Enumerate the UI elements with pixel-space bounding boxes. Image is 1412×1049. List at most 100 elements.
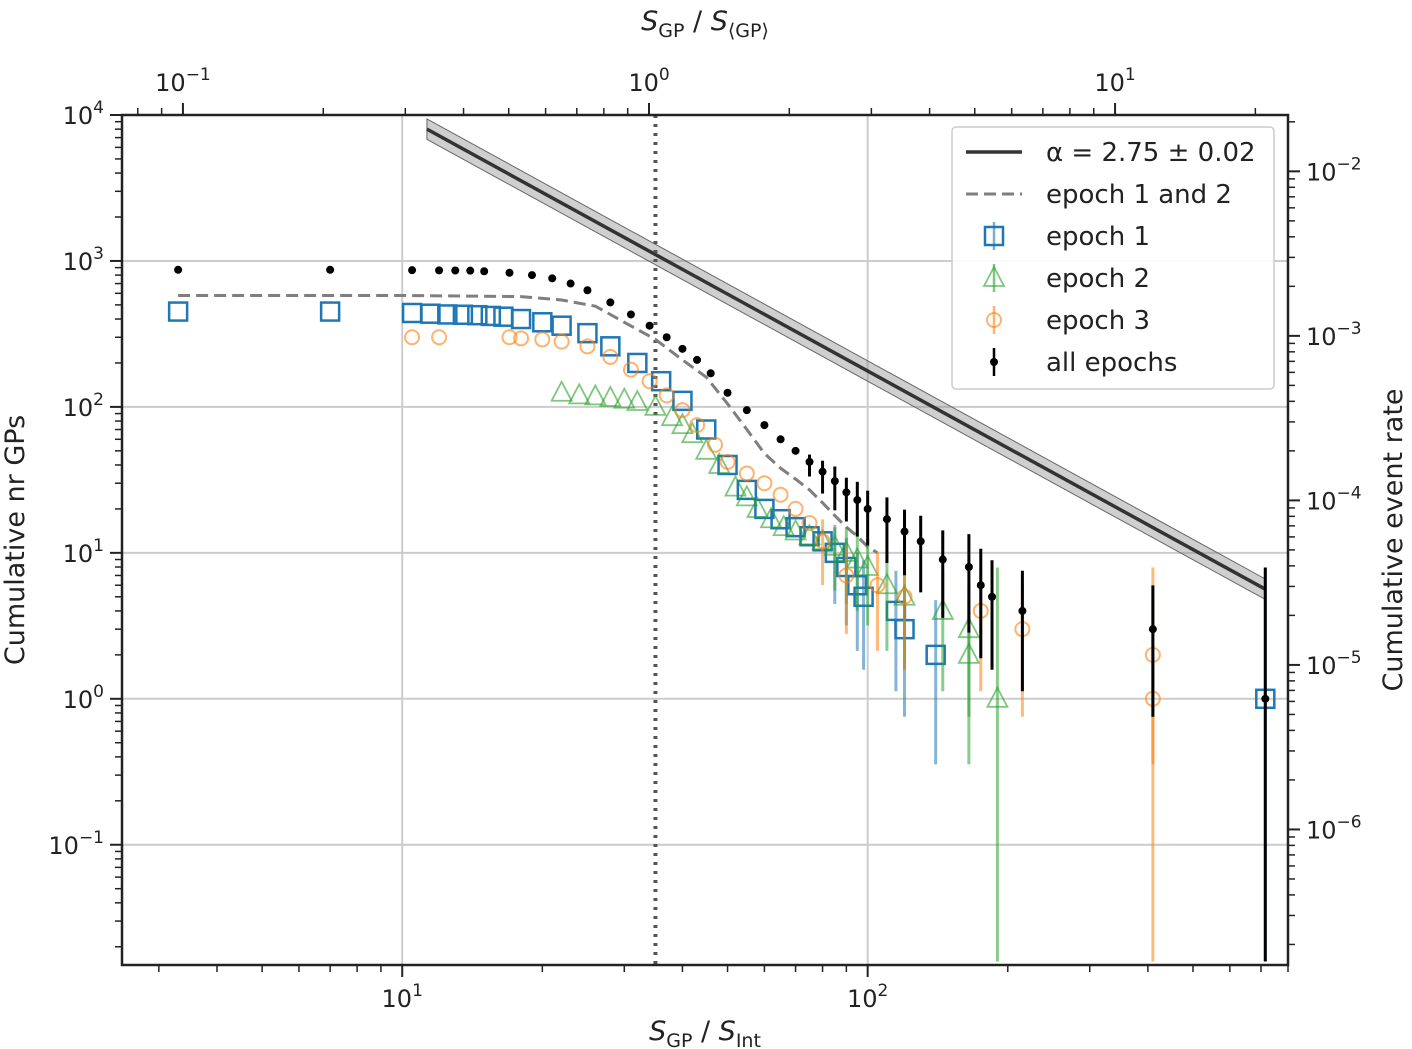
data-point (964, 562, 973, 571)
legend-entry: α = 2.75 ± 0.02 (966, 138, 1256, 168)
data-point (723, 388, 732, 397)
data-point (776, 435, 785, 444)
data-point (420, 303, 441, 324)
y-tick-label: 100 (63, 682, 104, 714)
legend-swatch (986, 312, 1002, 328)
legend-swatch (990, 358, 998, 366)
top-x-tick-label: 100 (628, 65, 669, 97)
data-point (451, 266, 460, 275)
dashed-line-epoch-1-and-2 (178, 293, 879, 555)
data-point (735, 484, 759, 507)
data-point (579, 338, 596, 355)
series-all-epochs (174, 265, 1270, 962)
data-point (976, 581, 985, 590)
data-point (583, 383, 607, 406)
data-point (882, 515, 891, 524)
legend-label: epoch 1 (1046, 222, 1150, 252)
series-epoch-1 (167, 301, 1276, 962)
legend-box (951, 126, 1275, 390)
data-point (401, 302, 423, 324)
top-x-axis-title: SGP / S⟨GP⟩ (641, 6, 769, 42)
data-point (823, 533, 847, 556)
data-point (527, 271, 536, 280)
data-point (925, 644, 946, 666)
data-point (693, 355, 702, 364)
right-y-tick-label: 10−5 (1306, 648, 1362, 680)
data-point (746, 495, 770, 518)
data-point (466, 266, 475, 275)
data-point (505, 268, 514, 277)
data-point (830, 477, 839, 486)
legend-label: epoch 3 (1046, 306, 1150, 336)
plot-frame (120, 113, 1290, 967)
data-point (548, 274, 557, 283)
data-point (719, 453, 736, 470)
y-tick-label: 102 (63, 390, 104, 422)
data-point (480, 305, 502, 327)
legend-swatch (982, 265, 1006, 287)
data-point (869, 577, 886, 594)
data-point (900, 527, 909, 536)
data-point (805, 457, 814, 466)
data-point (985, 685, 1009, 708)
data-point (404, 329, 421, 346)
legend-entry: epoch 3 (986, 306, 1150, 336)
legend-label: all epochs (1046, 348, 1177, 378)
top-x-tick-label: 101 (1094, 65, 1135, 97)
data-point (853, 586, 874, 608)
data-point (772, 486, 789, 503)
data-point (600, 336, 621, 357)
data-point (814, 533, 831, 550)
data-point (723, 474, 747, 497)
data-point (319, 301, 341, 322)
data-point (845, 546, 869, 569)
data-point (452, 304, 474, 325)
legend-label: α = 2.75 ± 0.02 (1046, 138, 1256, 168)
series-epoch-2 (550, 379, 1009, 962)
data-point (567, 382, 591, 405)
data-point (501, 329, 518, 346)
legend-entry: epoch 1 and 2 (966, 180, 1232, 210)
data-point (798, 523, 822, 546)
data-point (553, 333, 570, 350)
data-point (662, 333, 671, 342)
data-point (598, 385, 622, 407)
data-point (772, 514, 796, 537)
data-point (643, 393, 667, 416)
y-tick-label: 103 (63, 244, 104, 276)
data-point (916, 537, 925, 546)
data-point (566, 279, 575, 288)
x-axis-title: SGP / SInt (649, 1016, 761, 1049)
data-point (957, 641, 981, 664)
right-y-axis-title: Cumulative event rate (1378, 388, 1409, 691)
data-point (931, 597, 955, 620)
data-point (467, 304, 488, 326)
y-axis-title: Cumulative nr GPs (0, 415, 31, 665)
data-point (1018, 606, 1027, 615)
right-y-tick-label: 10−2 (1306, 154, 1362, 186)
data-point (513, 330, 530, 347)
data-point (480, 267, 489, 276)
y-tick-label: 10−1 (48, 828, 104, 860)
data-point (493, 306, 514, 327)
data-point (167, 301, 189, 322)
data-point (689, 417, 706, 434)
data-point (784, 518, 808, 541)
data-point (988, 592, 997, 601)
data-point (577, 322, 598, 344)
data-point (408, 266, 417, 275)
data-point (853, 496, 862, 505)
data-point (678, 344, 687, 353)
data-point (437, 304, 458, 325)
data-point (756, 475, 773, 492)
data-point (938, 555, 947, 564)
data-point (759, 506, 783, 529)
data-point (707, 452, 731, 474)
y-tick-label: 104 (63, 98, 104, 130)
data-point (842, 488, 851, 497)
legend-entry: epoch 2 (982, 264, 1150, 294)
data-point (706, 369, 715, 378)
data-point (551, 315, 572, 336)
data-point (818, 467, 827, 476)
data-point (760, 421, 769, 430)
